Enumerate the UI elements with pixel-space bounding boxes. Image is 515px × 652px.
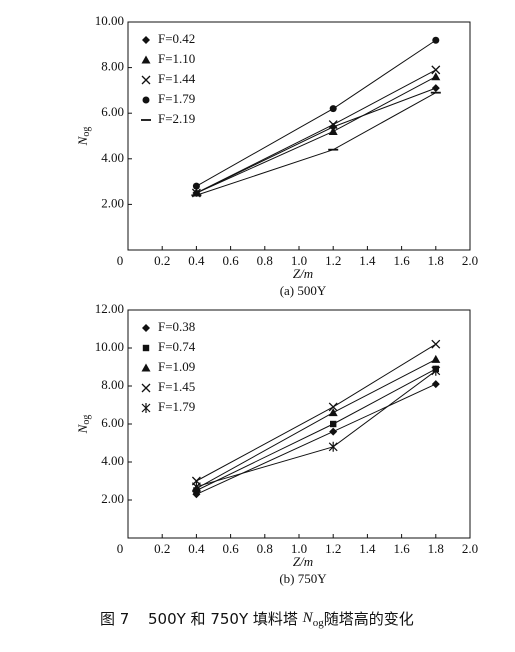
y-axis-label: Nog [75, 415, 92, 435]
x-tick-label: 0.4 [188, 253, 205, 268]
y-tick-label: 8.00 [101, 377, 124, 392]
data-point [328, 441, 338, 452]
series-line [196, 69, 437, 194]
legend-label: F=1.79 [158, 91, 195, 106]
data-point [329, 122, 338, 131]
subplot-caption: (b) 750Y [279, 571, 327, 586]
legend-marker [141, 55, 151, 64]
series-line [196, 383, 437, 495]
y-label-main: N [75, 135, 90, 146]
x-axis-label: Z/m [293, 266, 313, 281]
x-tick-label: 1.4 [359, 253, 376, 268]
y-tick-label: 6.00 [101, 415, 124, 430]
legend-label: F=1.79 [158, 399, 195, 414]
data-point [330, 420, 337, 428]
x-tick-label: 1.0 [291, 541, 307, 556]
data-point [432, 36, 440, 44]
data-point [329, 105, 337, 113]
legend-label: F=0.74 [158, 339, 196, 354]
x-tick-label: 0.2 [154, 253, 170, 268]
y-tick-label: 2.00 [101, 491, 124, 506]
x-tick-label: 1.2 [325, 253, 341, 268]
y-tick-label: 10.00 [95, 339, 124, 354]
y-tick-label: 10.00 [95, 13, 124, 28]
x-tick-label: 1.6 [393, 541, 410, 556]
legend-label: F=2.19 [158, 111, 195, 126]
data-point [431, 365, 441, 376]
x-tick-label: 2.0 [462, 253, 478, 268]
data-point [431, 65, 441, 75]
x-tick-label: 0 [117, 253, 124, 268]
data-point [192, 182, 200, 190]
subplot-caption: (a) 500Y [280, 283, 327, 298]
series-line [196, 368, 437, 491]
y-tick-label: 6.00 [101, 104, 124, 119]
data-point [191, 481, 201, 492]
caption-number: 图 7 [100, 610, 129, 628]
x-tick-label: 0 [117, 541, 124, 556]
legend-label: F=1.45 [158, 379, 195, 394]
y-label-main: N [75, 423, 90, 434]
caption-text: 500Y 和 750Y 填料塔 [148, 610, 298, 628]
legend-label: F=1.09 [158, 359, 195, 374]
data-point [328, 408, 338, 417]
legend-marker [141, 75, 151, 85]
data-point [431, 72, 441, 81]
data-point [328, 402, 338, 412]
legend-marker [141, 363, 151, 372]
y-axis-label: Nog [75, 127, 92, 147]
legend-marker [142, 344, 150, 352]
x-tick-label: 0.6 [222, 253, 239, 268]
x-tick-label: 0.8 [257, 541, 273, 556]
y-tick-label: 4.00 [101, 150, 124, 165]
legend-marker [142, 324, 150, 332]
x-tick-label: 1.0 [291, 253, 307, 268]
x-tick-label: 0.6 [222, 541, 239, 556]
x-tick-label: 1.6 [393, 253, 410, 268]
caption-tail: 随塔高的变化 [324, 610, 414, 628]
x-tick-label: 0.8 [257, 253, 273, 268]
data-point [329, 427, 338, 436]
legend-label: F=1.10 [158, 51, 195, 66]
series-line [196, 343, 437, 482]
legend-marker [142, 36, 150, 44]
series-line [196, 92, 437, 196]
y-label-sub: og [81, 415, 92, 425]
legend-marker [141, 403, 151, 413]
data-point [328, 120, 338, 130]
x-tick-label: 1.4 [359, 541, 376, 556]
legend-label: F=0.38 [158, 319, 195, 334]
caption-symbol: N [302, 610, 314, 626]
caption-sub: og [313, 617, 325, 629]
x-tick-label: 2.0 [462, 541, 478, 556]
figure-caption: 图 7 500Y 和 750Y 填料塔 Nog随塔高的变化 [100, 610, 414, 629]
y-tick-label: 12.00 [95, 301, 124, 316]
series-line [196, 358, 437, 490]
y-label-sub: og [81, 127, 92, 137]
x-tick-label: 0.4 [188, 541, 205, 556]
data-point [431, 339, 441, 349]
x-tick-label: 0.2 [154, 541, 170, 556]
x-tick-label: 1.8 [428, 253, 444, 268]
x-tick-label: 1.8 [428, 541, 444, 556]
x-tick-label: 1.2 [325, 541, 341, 556]
legend-label: F=0.42 [158, 31, 195, 46]
data-point [431, 84, 440, 93]
data-point [328, 126, 338, 135]
y-tick-label: 2.00 [101, 195, 124, 210]
y-tick-label: 4.00 [101, 453, 124, 468]
legend-label: F=1.44 [158, 71, 196, 86]
legend-marker [141, 383, 151, 393]
legend-marker [142, 96, 150, 104]
data-point [431, 354, 441, 363]
data-point [431, 380, 440, 389]
y-tick-label: 8.00 [101, 59, 124, 74]
x-axis-label: Z/m [293, 554, 313, 569]
